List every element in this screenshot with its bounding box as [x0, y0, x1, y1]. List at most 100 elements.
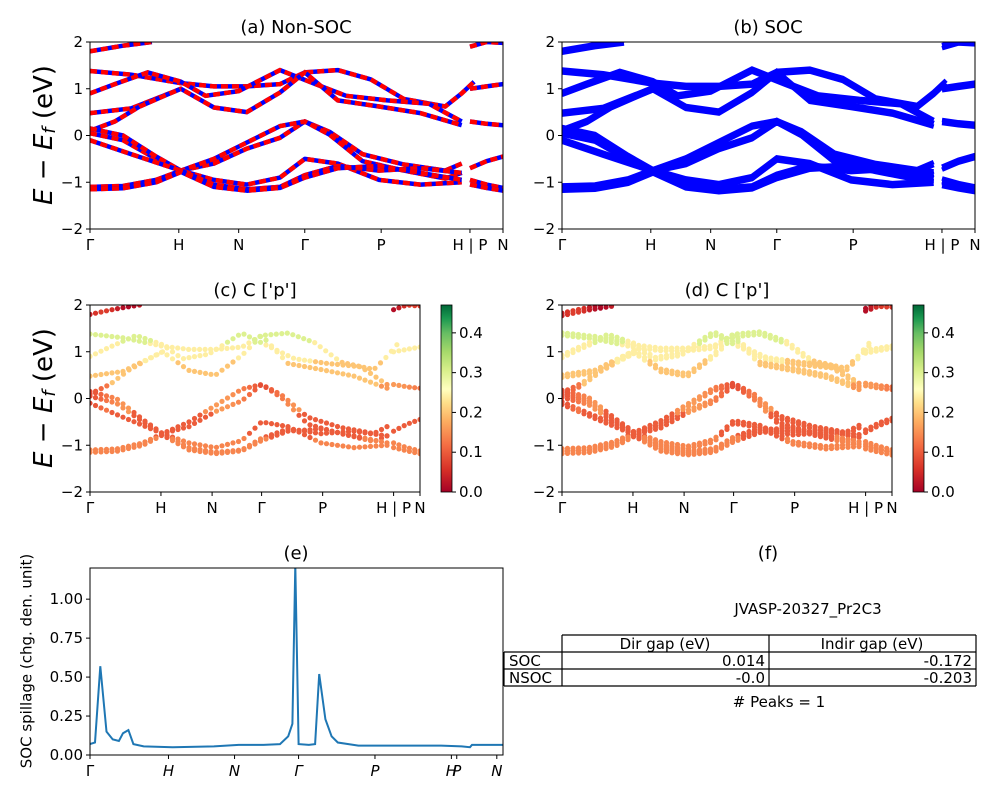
pt-plotC-7-27-0 [235, 438, 242, 445]
table-cell-soc-indir: -0.172 [924, 652, 972, 670]
pt-plotC-1-1-0 [92, 332, 99, 338]
band-a-2-dash [90, 67, 463, 124]
panel-d-colorbar-ticks: 0.0 0.1 0.2 0.3 0.4 [924, 324, 955, 501]
pt-plotC-5-17-0 [180, 425, 187, 431]
pt-plotC-2-52-0 [373, 374, 379, 380]
pt-plotD-1-4-1 [581, 335, 587, 341]
e-ytick-label-2: 0.50 [50, 668, 83, 686]
d-xtick-label-2: N [678, 499, 689, 517]
pt-plotD-6-27-1 [707, 389, 714, 396]
pt-plotD-7-25-1 [696, 443, 703, 449]
pt-plotD-15-1-1 [868, 447, 874, 453]
c-cb-label-4: 0.4 [459, 324, 483, 342]
pt-plotD-7-11-1 [619, 427, 626, 433]
b-ytick-label-4: 2 [545, 33, 555, 51]
pt-plotC-7-32-0 [263, 420, 269, 426]
pt-plotD-13-4-1 [884, 420, 890, 426]
pt-plotC-1-35-0 [279, 331, 285, 337]
d-xtick-label-0: Γ [558, 499, 567, 517]
pt-plotC-5-2-0 [98, 396, 104, 402]
pt-plotC-6-28-0 [241, 386, 247, 392]
pt-plotC-9-14-0 [164, 434, 170, 441]
panel-b: (b) SOC −2 −1 0 1 2 Γ H N Γ P H | P N [533, 17, 981, 254]
pt-plotC-9-5-0 [114, 448, 121, 454]
pt-plotD-1-3-1 [575, 334, 582, 340]
pt-plotD-6-24-1 [691, 400, 697, 406]
pt-plotD-5-17-1 [652, 426, 659, 432]
pt-plotD-2-48-1 [823, 364, 829, 370]
pt-plotC-9-23-0 [213, 450, 220, 457]
band-b-12-lower [941, 42, 975, 51]
band-a-12-dash [469, 42, 503, 49]
a-xtick-label-3: Γ [301, 236, 310, 254]
pt-plotC-6-24-0 [219, 398, 225, 404]
pt-plotC-11-3-0 [406, 346, 412, 352]
band-a-10-dash [469, 119, 503, 128]
c-cb-label-2: 0.2 [459, 403, 483, 421]
pt-plotC-6-11-0 [147, 422, 154, 428]
pt-plotC-6-34-0 [274, 392, 280, 398]
pt-plotD-9-26-1 [702, 450, 708, 456]
pt-plotC-7-5-0 [114, 412, 121, 418]
pt-plotC-12-1-0 [396, 305, 402, 311]
pt-plotC-5-27-0 [235, 399, 242, 405]
pt-plotD-9-34-1 [746, 433, 752, 439]
pt-plotD-0-0-1 [562, 313, 565, 319]
pt-plotC-1-15-0 [169, 344, 175, 350]
pt-plotD-9-49-1 [828, 435, 835, 441]
pt-plotC-5-36-0 [285, 397, 291, 403]
pt-plotD-9-30-1 [724, 442, 730, 448]
pt-plotD-12-0-1 [863, 308, 869, 314]
band-b-14-upper [941, 176, 975, 189]
pt-plotC-4-13-0 [160, 349, 166, 355]
pt-plotC-1-39-0 [301, 336, 307, 342]
pt-plotC-10-0-0 [391, 381, 397, 388]
band-b-15-upper [941, 180, 975, 192]
pt-plotD-5-3-1 [575, 399, 582, 405]
pt-plotD-0-8-1 [603, 305, 609, 310]
pt-plotC-11-0-0 [391, 349, 397, 355]
pt-plotC-1-32-0 [262, 332, 268, 338]
pt-plotC-7-45-0 [334, 442, 341, 448]
pt-plotD-2-1-1 [564, 352, 571, 358]
pt-plotD-3-54-1 [856, 386, 862, 393]
pt-plotD-9-54-1 [856, 441, 862, 447]
pt-plotC-5-7-0 [125, 409, 132, 415]
pt-plotC-5-40-0 [307, 415, 313, 421]
pt-plotD-3-28-1 [713, 352, 719, 358]
pt-plotD-7-5-1 [586, 413, 593, 419]
pt-plotC-9-49-0 [356, 434, 363, 440]
pt-plotC-9-31-0 [257, 438, 264, 444]
b-xtick-label-1: H [645, 236, 656, 254]
pt-plotC-10-4-0 [412, 385, 418, 391]
pt-plotC-2-6-0 [120, 338, 126, 344]
pt-plotC-9-37-0 [290, 428, 297, 434]
band-b-15-lower [941, 183, 975, 195]
pt-plotC-7-51-0 [367, 443, 374, 449]
pt-plotC-6-4-0 [109, 394, 115, 400]
pt-plotD-2-24-1 [691, 344, 697, 350]
pt-plotD-13-3-1 [878, 422, 885, 428]
pt-plotC-2-0-0 [90, 353, 93, 359]
pt-plotD-9-9-1 [608, 444, 615, 450]
pt-plotD-1-10-1 [614, 341, 620, 347]
pt-plotD-6-29-1 [718, 386, 725, 392]
pt-plotD-2-10-1 [614, 337, 620, 343]
pt-plotD-2-26-1 [702, 337, 708, 343]
e-ytick-label-1: 0.25 [50, 707, 83, 725]
pt-plotD-5-40-1 [779, 416, 785, 422]
pt-plotD-3-25-1 [696, 364, 703, 370]
pt-plotD-3-17-1 [652, 365, 659, 371]
pt-plotC-7-7-0 [125, 416, 132, 423]
pt-plotC-1-43-0 [323, 348, 329, 354]
pt-plotD-4-5-1 [587, 377, 593, 383]
pt-plotC-1-9-0 [136, 338, 142, 344]
pt-plotC-0-3-0 [103, 308, 110, 314]
pt-plotD-9-38-1 [768, 429, 774, 435]
pt-plotC-6-18-0 [186, 419, 192, 425]
pt-plotC-5-20-0 [197, 417, 203, 423]
pt-plotC-5-43-0 [323, 420, 330, 426]
panel-e-title: (e) [283, 543, 308, 564]
panel-f: (f) JVASP-20327_Pr2C3 Dir gap (eV) Indir… [503, 543, 977, 711]
pt-plotC-2-4-0 [109, 343, 115, 349]
